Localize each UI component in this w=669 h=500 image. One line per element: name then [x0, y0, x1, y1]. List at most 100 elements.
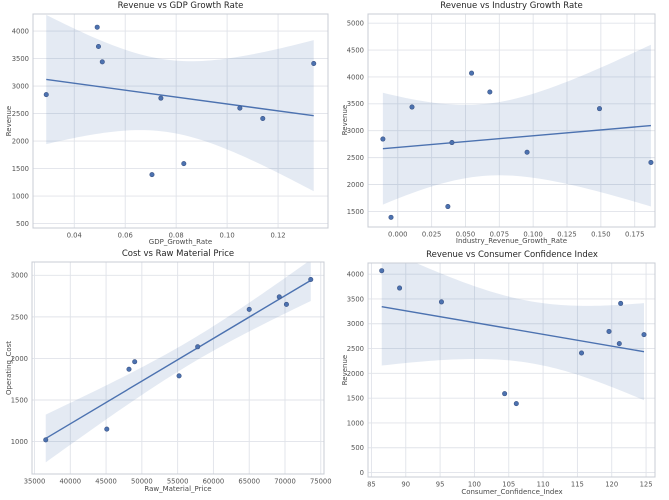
y-tick-label: 3500 [12, 55, 29, 63]
y-tick-label: 1000 [11, 438, 28, 446]
ylabel-revenue-topleft: Revenue [5, 105, 13, 137]
data-point [579, 350, 585, 356]
axes-spines [367, 13, 656, 228]
y-tick-label: 3000 [11, 272, 28, 280]
y-tick-label: 3500 [347, 100, 364, 108]
x-tick-label: 65000 [238, 478, 260, 486]
y-tick-label: 1000 [347, 419, 364, 427]
x-tick-label: 0.175 [625, 231, 644, 239]
data-point [158, 95, 164, 101]
xlabel-gdp-growth-rate: GDP_Growth_Rate [148, 238, 213, 246]
x-tick-label: 70000 [274, 478, 296, 486]
x-tick-label: 0.150 [591, 231, 610, 239]
x-tick-label: 100 [468, 481, 481, 489]
data-point [487, 89, 493, 95]
confidence-band [382, 44, 651, 207]
x-tick-label: 115 [571, 481, 584, 489]
x-tick-label: 0.10 [220, 232, 235, 240]
x-tick-label: 0.050 [456, 231, 475, 239]
y-tick-label: 2000 [12, 137, 29, 145]
xlabel-industry-revenue-growth-rate: Industry_Revenue_Growth_Rate [455, 237, 568, 245]
subplot-3: 85 90 95 100 105 110 115 120 125 0 500 1000 1500 2000… [347, 262, 656, 489]
data-point [181, 161, 187, 167]
confidence-band [45, 262, 311, 463]
y-tick-label: 2000 [11, 355, 28, 363]
x-tick-label: 50000 [131, 478, 153, 486]
data-point [126, 366, 132, 372]
data-point [246, 306, 252, 312]
data-point [99, 59, 105, 65]
x-tick-label: 0.08 [169, 232, 184, 240]
y-tick-label: 4000 [347, 73, 364, 81]
data-point [94, 24, 100, 30]
y-tick-label: 0 [360, 469, 364, 477]
x-tick-label: 0.100 [523, 231, 542, 239]
x-tick-label: 60000 [203, 478, 225, 486]
y-tick-label: 500 [16, 220, 29, 228]
x-tick-label: 90 [401, 481, 410, 489]
x-tick-label: 0.000 [388, 231, 407, 239]
chart-title-revenue-vs-confidence: Revenue vs Consumer Confidence Index [426, 250, 598, 260]
x-tick-label: 55000 [167, 478, 189, 486]
data-point [104, 426, 110, 432]
axes-spines [32, 13, 329, 229]
x-tick-label: 0.025 [422, 231, 441, 239]
data-point [641, 332, 647, 338]
x-tick-label: 40000 [59, 478, 81, 486]
data-point [438, 299, 444, 305]
y-tick-label: 500 [351, 444, 364, 452]
y-tick-label: 1500 [347, 208, 364, 216]
data-point [606, 328, 612, 334]
regression-line [45, 279, 312, 440]
data-point [43, 92, 49, 98]
data-point [311, 61, 317, 67]
data-point [43, 437, 49, 443]
x-tick-label: 35000 [24, 478, 46, 486]
data-point [388, 214, 394, 220]
subplot-1: 0.000 0.025 0.050 0.075 0.100 0.125 0.150 0.175… [347, 13, 656, 239]
data-point [445, 204, 451, 210]
plot-area [33, 14, 328, 228]
y-tick-label: 1500 [347, 395, 364, 403]
x-tick-label: 75000 [310, 478, 332, 486]
y-tick-label: 3000 [347, 127, 364, 135]
data-point [276, 294, 282, 300]
data-point [308, 276, 314, 282]
chart-title-cost-vs-raw-material: Cost vs Raw Material Price [121, 249, 235, 259]
x-tick-label: 45000 [95, 478, 117, 486]
y-tick-label: 3500 [347, 295, 364, 303]
y-tick-label: 4000 [347, 271, 364, 279]
x-tick-label: 95 [436, 481, 445, 489]
data-point [379, 268, 385, 274]
axes-spines [31, 261, 325, 475]
y-tick-label: 1000 [12, 192, 29, 200]
data-point [648, 159, 654, 165]
data-point [409, 104, 415, 110]
confidence-band [381, 263, 645, 401]
y-tick-label: 2500 [347, 154, 364, 162]
xlabel-consumer-confidence-index: Consumer_Confidence_Index [461, 488, 563, 496]
x-tick-label: 125 [640, 481, 653, 489]
y-tick-label: 1500 [11, 396, 28, 404]
y-tick-label: 1500 [12, 165, 29, 173]
regression-line [46, 78, 314, 117]
x-tick-label: 105 [502, 481, 515, 489]
x-tick-label: 0.075 [490, 231, 509, 239]
data-point [616, 341, 622, 347]
y-tick-label: 2000 [347, 181, 364, 189]
subplot-2: 35000 40000 45000 50000 55000 60000 65000 70000… [11, 261, 332, 486]
y-tick-label: 2000 [347, 370, 364, 378]
subplot-0: 0.04 0.06 0.08 0.10 0.12 500 1000 1500 2000 2500 3… [12, 13, 329, 240]
data-point [449, 140, 455, 146]
y-tick-label: 2500 [12, 110, 29, 118]
data-point [149, 172, 155, 178]
plot-area [368, 14, 655, 227]
y-tick-label: 5000 [347, 20, 364, 28]
x-tick-label: 85 [367, 481, 376, 489]
data-point [237, 105, 243, 111]
x-tick-label: 0.125 [557, 231, 576, 239]
data-point [397, 285, 403, 291]
data-point [380, 136, 386, 142]
